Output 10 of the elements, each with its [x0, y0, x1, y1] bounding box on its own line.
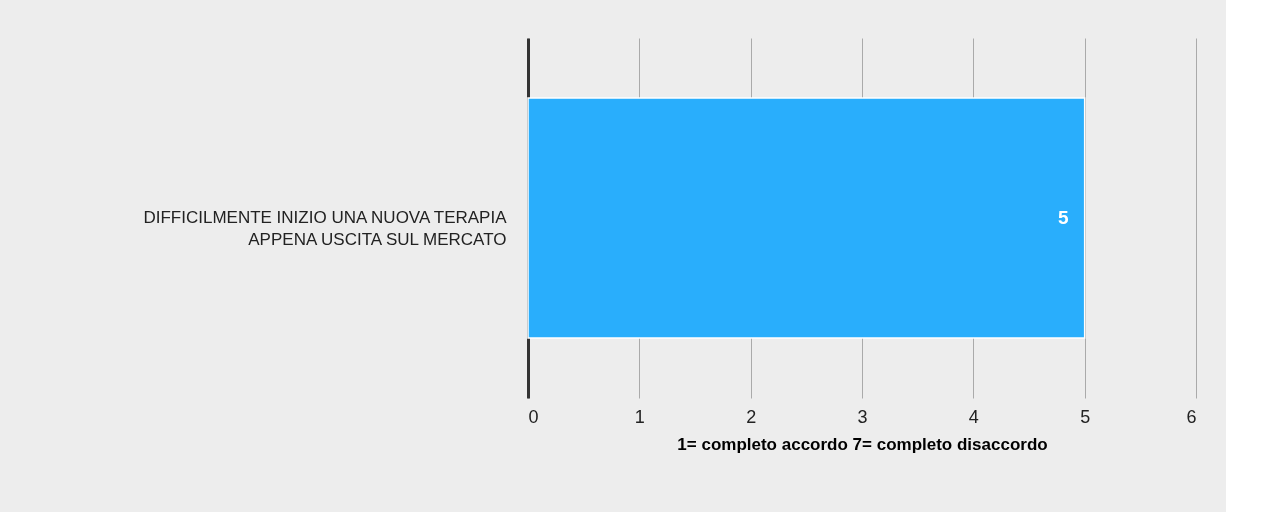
- x-tick-label: 0: [528, 406, 539, 427]
- x-axis-title: 1= completo accordo 7= completo disaccordo: [677, 434, 1048, 454]
- x-tick-label: 5: [1080, 406, 1091, 427]
- x-tick-label: 6: [1186, 406, 1197, 427]
- x-tick-label: 4: [968, 406, 979, 427]
- y-tick-label: DIFFICILMENTE INIZIO UNA NUOVA TERAPIA APPENA USCITA SUL MERCATO: [143, 208, 508, 249]
- data-label: 5: [1058, 207, 1070, 228]
- x-tick-label: 2: [746, 406, 757, 427]
- x-tick-label: 3: [857, 406, 868, 427]
- x-tick-label: 1: [634, 406, 645, 427]
